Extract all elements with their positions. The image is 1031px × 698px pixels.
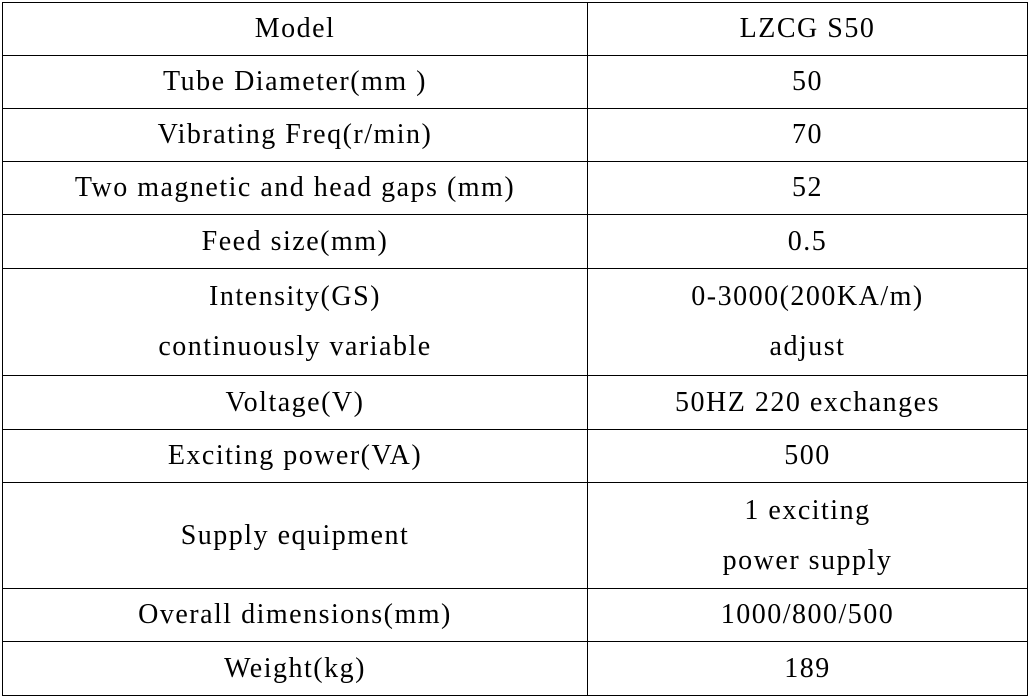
parameter-cell: Voltage(V) bbox=[2, 375, 588, 430]
parameter-cell: Tube Diameter(mm ) bbox=[2, 55, 588, 109]
cell-text: 52 bbox=[792, 172, 823, 203]
parameter-cell: Vibrating Freq(r/min) bbox=[2, 108, 588, 162]
cell-text: 0-3000(200KA/m) bbox=[691, 281, 924, 312]
cell-text: 50HZ 220 exchanges bbox=[675, 386, 940, 418]
value-cell: 50 bbox=[587, 55, 1028, 109]
cell-text: 50 bbox=[792, 66, 823, 97]
cell-text: power supply bbox=[722, 544, 893, 576]
value-cell: 52 bbox=[587, 161, 1028, 215]
parameter-cell: Overall dimensions(mm) bbox=[2, 588, 588, 642]
cell-text: Two magnetic and head gaps (mm) bbox=[74, 172, 516, 203]
table-row: Two magnetic and head gaps (mm) 52 bbox=[2, 161, 1028, 215]
cell-text: 0.5 bbox=[787, 225, 828, 257]
parameter-cell: Model bbox=[2, 2, 588, 56]
table-row: Vibrating Freq(r/min) 70 bbox=[2, 108, 1028, 162]
cell-text: continuously variable bbox=[158, 331, 432, 362]
cell-text: Exciting power(VA) bbox=[167, 440, 423, 471]
table-row: Intensity(GS) continuously variable 0-3000… bbox=[2, 268, 1028, 376]
cell-text: Model bbox=[254, 13, 336, 44]
value-cell: LZCG S50 bbox=[587, 2, 1028, 56]
value-cell: 50HZ 220 exchanges bbox=[587, 375, 1028, 430]
table-row: Tube Diameter(mm ) 50 bbox=[2, 55, 1028, 109]
cell-text: Voltage(V) bbox=[225, 386, 365, 418]
value-cell: 189 bbox=[587, 641, 1028, 696]
table-row: Model LZCG S50 bbox=[2, 2, 1028, 56]
parameter-cell: Exciting power(VA) bbox=[2, 429, 588, 483]
cell-text: Feed size(mm) bbox=[201, 225, 389, 257]
value-cell: 500 bbox=[587, 429, 1028, 483]
value-cell: 1 exciting power supply bbox=[587, 482, 1028, 589]
cell-text: Weight(kg) bbox=[224, 652, 366, 684]
table-row: Exciting power(VA) 500 bbox=[2, 429, 1028, 483]
cell-text: adjust bbox=[769, 331, 846, 362]
value-cell: 0.5 bbox=[587, 214, 1028, 269]
value-cell: 0-3000(200KA/m) adjust bbox=[587, 268, 1028, 376]
table-row: Weight(kg) 189 bbox=[2, 641, 1028, 696]
cell-text: LZCG S50 bbox=[739, 13, 876, 44]
parameter-cell: Two magnetic and head gaps (mm) bbox=[2, 161, 588, 215]
value-cell: 70 bbox=[587, 108, 1028, 162]
parameter-cell: Intensity(GS) continuously variable bbox=[2, 268, 588, 376]
cell-text: Tube Diameter(mm ) bbox=[163, 66, 427, 97]
table-row: Overall dimensions(mm) 1000/800/500 bbox=[2, 588, 1028, 642]
parameter-cell: Supply equipment bbox=[2, 482, 588, 589]
cell-text: 189 bbox=[784, 652, 831, 684]
table-row: Supply equipment 1 exciting power supply bbox=[2, 482, 1028, 589]
value-cell: 1000/800/500 bbox=[587, 588, 1028, 642]
cell-text: Overall dimensions(mm) bbox=[138, 599, 452, 630]
cell-text: 70 bbox=[792, 119, 823, 150]
cell-text: Supply equipment bbox=[180, 519, 410, 551]
cell-text: 1000/800/500 bbox=[720, 599, 895, 630]
cell-text: Vibrating Freq(r/min) bbox=[157, 119, 433, 150]
cell-text: Intensity(GS) bbox=[209, 281, 381, 312]
table-row: Feed size(mm) 0.5 bbox=[2, 214, 1028, 269]
cell-text: 500 bbox=[784, 440, 831, 471]
parameter-cell: Weight(kg) bbox=[2, 641, 588, 696]
cell-text: 1 exciting bbox=[744, 494, 871, 526]
table-row: Voltage(V) 50HZ 220 exchanges bbox=[2, 375, 1028, 430]
parameter-cell: Feed size(mm) bbox=[2, 214, 588, 269]
